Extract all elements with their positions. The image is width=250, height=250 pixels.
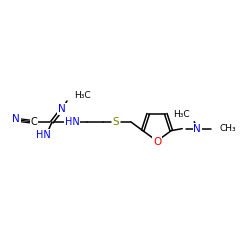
Text: HN: HN	[64, 117, 80, 127]
Text: H₃C: H₃C	[74, 92, 90, 100]
Text: H₃C: H₃C	[173, 110, 189, 119]
Text: N: N	[58, 104, 66, 114]
Text: CH₃: CH₃	[219, 124, 236, 133]
Text: N: N	[12, 114, 20, 124]
Text: O: O	[153, 137, 161, 147]
Text: C: C	[30, 117, 38, 127]
Text: HN: HN	[36, 130, 51, 140]
Text: N: N	[194, 124, 201, 134]
Text: S: S	[113, 117, 119, 127]
